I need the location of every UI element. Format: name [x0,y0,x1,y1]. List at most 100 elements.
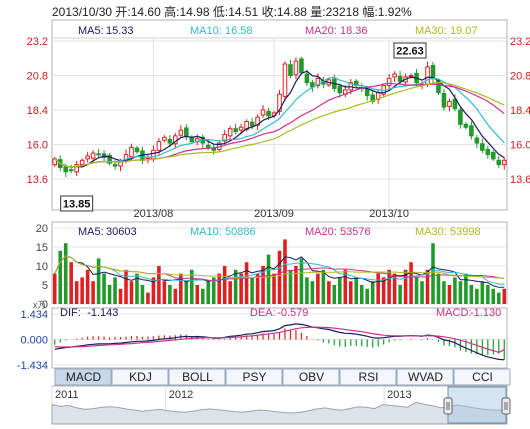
tab-cci[interactable]: CCI [453,368,511,386]
tab-bg [396,368,454,386]
candle-body [293,60,299,76]
candle-body [397,75,403,82]
ma5-line [54,70,505,168]
volume-bar [179,273,183,304]
candle-body [452,98,458,110]
volume-bar [222,266,227,304]
candle [430,61,436,83]
candle-body [392,73,397,78]
candle [96,148,101,158]
high-value: 14.98 [179,5,210,19]
candle-body [441,92,447,108]
volume-bar [442,281,446,304]
volume-bar [233,269,238,304]
macd-legend-dif-label: DIF: [60,307,81,319]
volume-bar [294,266,298,304]
volume-bar [129,281,134,304]
macd-y-tick: 1.434 [20,309,48,321]
tab-kdj[interactable]: KDJ [111,368,169,386]
volume-bar [288,269,293,304]
candle [293,57,299,80]
volume-bar [190,269,194,304]
volume-bar [502,288,507,304]
volume-bar [480,281,485,304]
candle-body [430,64,436,79]
vol-legend-ma30-value: 53998 [450,226,481,238]
volume-bar [359,285,364,304]
tab-psy[interactable]: PSY [225,368,283,386]
tab-label: MACD [66,370,102,384]
candle [85,151,90,163]
candle-body [501,159,507,166]
tab-rsi[interactable]: RSI [339,368,397,386]
candle-body [496,159,502,166]
volume-bar [338,277,342,304]
candle-body [205,144,211,148]
volume-bar [69,262,73,304]
vol-legend-ma10-value: 50886 [225,226,256,238]
y-tick-left: 16.0 [27,140,48,152]
candle-body [162,136,167,141]
y-tick-right: 20.8 [510,71,530,83]
candle-body [277,93,282,112]
legend-ma30-label: MA30: [415,25,447,37]
volume-bar [74,281,79,304]
volume-bar [140,285,145,304]
y-tick-left: 23.2 [27,36,48,48]
y-tick-right: 23.2 [510,36,530,48]
volume-bar [305,277,309,304]
candle-body [249,121,255,127]
annotation-label: 13.85 [63,199,91,211]
candle [485,145,491,159]
navigator-handle[interactable] [443,397,453,415]
tab-label: BOLL [182,370,213,384]
candle-body [447,100,452,107]
volume-bar [348,281,353,304]
candle-body [63,166,68,173]
legend-ma30-value: 19.07 [450,25,478,37]
candle [491,150,496,162]
macd-legend-dea-value: -0.579 [277,307,308,319]
candle-body [178,129,184,136]
tab-wvad[interactable]: WVAD [396,368,454,386]
quote-date: 2013/10/30 [52,5,113,19]
candle-body [458,109,463,125]
tab-boll[interactable]: BOLL [168,368,226,386]
volume-bar [96,258,101,304]
legend-ma5-value: 15.33 [106,25,134,37]
volume-bar [118,288,123,304]
volume-bar [403,269,408,304]
volume-bar [332,285,337,304]
vol-unit: x万 [33,300,47,310]
tab-macd[interactable]: MACD [54,368,112,386]
candle [469,121,474,140]
volume-bar [376,273,380,304]
volume-bar [91,281,95,304]
vol-y-tick: 20 [36,223,48,235]
macd-legend-macd-label: MACD: [436,307,471,319]
candle-body [129,146,134,158]
navigator-selection[interactable] [447,386,507,424]
volume-bar [299,258,304,304]
tab-bg [453,368,511,386]
candle [447,98,452,112]
volume-bar [381,277,386,304]
ma30-line [54,81,505,168]
volume-bar [387,269,391,304]
candle-body [227,128,233,137]
navigator-handle[interactable] [501,397,511,415]
tab-obv[interactable]: OBV [282,368,340,386]
candle-body [233,128,238,133]
candle-body [260,109,266,116]
volume-bar [283,239,287,304]
tab-label: PSY [242,370,266,384]
close-value: 14.88 [276,5,307,19]
volume-bar [239,273,243,304]
candle-body [107,154,112,164]
volume-bar [266,254,271,304]
volume-bar [261,266,265,304]
legend-ma20-label: MA20: [305,25,337,37]
tab-label: RSI [358,370,378,384]
candle [167,135,173,147]
